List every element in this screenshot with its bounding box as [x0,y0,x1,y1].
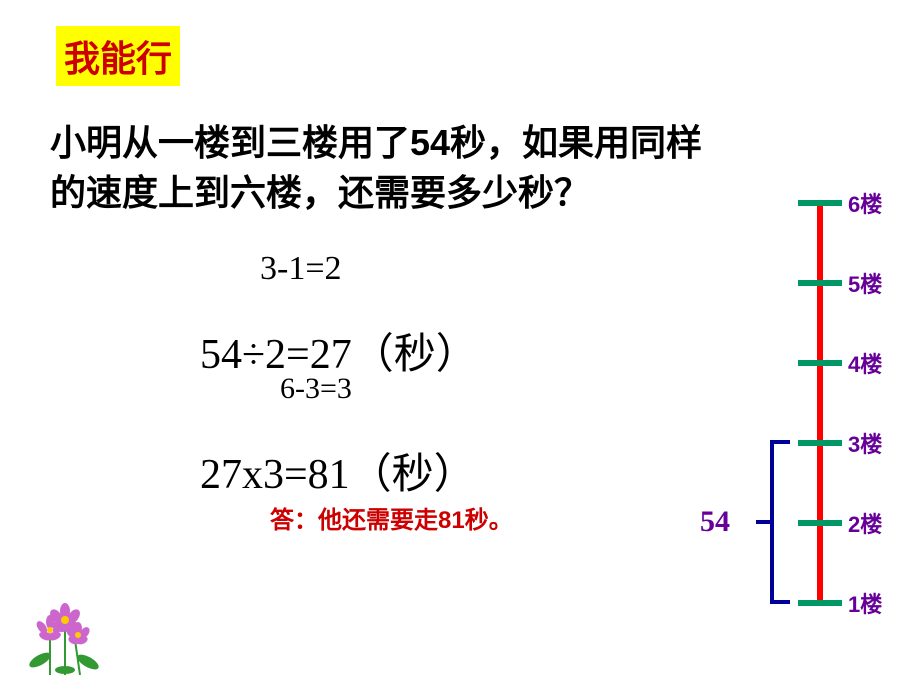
answer-text: 答：他还需要走81秒。 [270,500,513,535]
floor-label: 5楼 [848,267,882,299]
bracket-mid-tick [756,520,770,524]
problem-text: 小明从一楼到三楼用了54秒，如果用同样 的速度上到六楼，还需要多少秒？ [50,118,702,219]
floor-label: 4楼 [848,347,882,379]
equation-1: 3-1=2 [260,250,342,288]
problem-line2: 的速度上到六楼，还需要多少秒？ [50,168,702,218]
bracket-arm-bottom [770,600,790,604]
floor-label: 3楼 [848,427,882,459]
equation-3: 6-3=3 [280,372,352,406]
floor-tick [798,360,842,366]
floor-label: 1楼 [848,587,882,619]
floor-tick [798,440,842,446]
ladder-main-line [817,200,823,606]
floor-tick [798,600,842,606]
flower-icon [20,590,110,685]
floor-tick [798,520,842,526]
title-badge-text: 我能行 [64,38,172,79]
problem-line1: 小明从一楼到三楼用了54秒，如果用同样 [50,118,702,168]
floor-label: 2楼 [848,507,882,539]
floor-tick [798,280,842,286]
bracket-vertical [770,440,774,604]
bracket-label: 54 [700,505,730,539]
equation-4: 27x3=81（秒） [200,440,476,501]
title-badge: 我能行 [56,26,180,86]
bracket-arm-top [770,440,790,444]
floor-tick [798,200,842,206]
floor-label: 6楼 [848,187,882,219]
